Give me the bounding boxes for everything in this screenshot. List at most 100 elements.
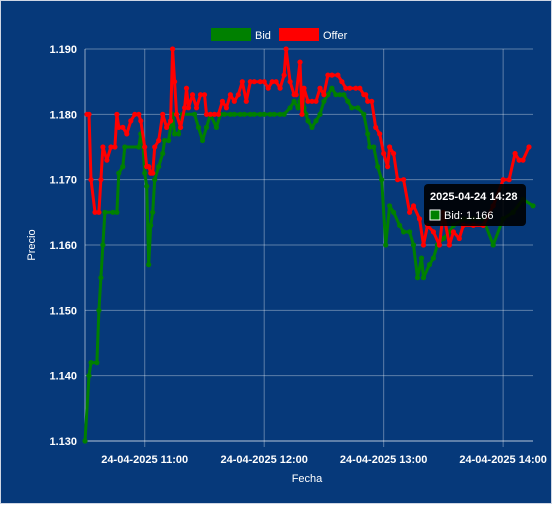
- data-point-offer[interactable]: [257, 79, 263, 85]
- data-point-offer[interactable]: [293, 92, 299, 98]
- data-point-bid[interactable]: [291, 98, 297, 104]
- data-point-offer[interactable]: [420, 242, 427, 248]
- legend-swatch-bid[interactable]: [211, 28, 251, 41]
- data-point-bid[interactable]: [367, 144, 373, 150]
- data-point-bid[interactable]: [191, 111, 198, 117]
- data-point-offer[interactable]: [182, 105, 188, 111]
- data-point-offer[interactable]: [146, 164, 152, 170]
- data-point-offer[interactable]: [100, 144, 106, 150]
- data-point-bid[interactable]: [410, 242, 417, 248]
- data-point-bid[interactable]: [277, 111, 283, 117]
- data-point-offer[interactable]: [211, 111, 217, 117]
- data-point-bid[interactable]: [303, 111, 309, 117]
- data-point-bid[interactable]: [317, 111, 323, 117]
- data-point-offer[interactable]: [313, 98, 319, 104]
- data-point-offer[interactable]: [516, 157, 522, 163]
- data-point-offer[interactable]: [309, 98, 315, 104]
- data-point-bid[interactable]: [440, 235, 446, 242]
- data-point-offer[interactable]: [265, 85, 271, 91]
- data-point-offer[interactable]: [178, 124, 184, 130]
- legend-swatch-offer[interactable]: [279, 28, 319, 41]
- data-point-bid[interactable]: [160, 150, 166, 157]
- data-point-bid[interactable]: [329, 85, 335, 91]
- data-point-offer[interactable]: [168, 118, 174, 124]
- data-point-bid[interactable]: [251, 111, 257, 117]
- data-point-bid[interactable]: [337, 92, 343, 98]
- data-point-offer[interactable]: [201, 92, 208, 98]
- data-point-bid[interactable]: [420, 275, 427, 281]
- data-point-offer[interactable]: [156, 137, 162, 144]
- data-point-bid[interactable]: [102, 209, 108, 215]
- data-point-bid[interactable]: [379, 177, 385, 183]
- data-point-offer[interactable]: [506, 177, 512, 183]
- data-point-offer[interactable]: [450, 229, 456, 235]
- data-point-bid[interactable]: [341, 92, 347, 98]
- data-point-offer[interactable]: [365, 98, 371, 104]
- data-point-offer[interactable]: [247, 79, 253, 85]
- data-point-offer[interactable]: [243, 98, 249, 104]
- data-point-offer[interactable]: [357, 85, 363, 91]
- data-point-bid[interactable]: [530, 203, 536, 209]
- data-point-bid[interactable]: [271, 111, 277, 117]
- data-point-bid[interactable]: [397, 222, 403, 228]
- data-point-offer[interactable]: [261, 79, 267, 85]
- data-point-bid[interactable]: [333, 92, 339, 98]
- data-point-bid[interactable]: [407, 229, 413, 235]
- data-point-offer[interactable]: [385, 164, 391, 170]
- data-point-offer[interactable]: [395, 177, 401, 183]
- data-point-offer[interactable]: [407, 209, 413, 215]
- data-point-bid[interactable]: [401, 229, 407, 235]
- data-point-bid[interactable]: [267, 111, 273, 117]
- data-point-bid[interactable]: [110, 209, 116, 215]
- data-point-offer[interactable]: [339, 79, 345, 85]
- legend-label-offer[interactable]: Offer: [323, 30, 348, 42]
- data-point-bid[interactable]: [144, 183, 150, 189]
- data-point-offer[interactable]: [235, 92, 241, 98]
- data-point-bid[interactable]: [414, 275, 421, 281]
- data-point-offer[interactable]: [387, 144, 393, 150]
- data-point-offer[interactable]: [150, 170, 156, 176]
- data-point-bid[interactable]: [88, 360, 94, 366]
- data-point-offer[interactable]: [321, 92, 327, 98]
- data-point-offer[interactable]: [317, 85, 323, 91]
- data-point-bid[interactable]: [94, 360, 100, 366]
- data-point-bid[interactable]: [375, 164, 381, 170]
- data-point-bid[interactable]: [120, 164, 126, 170]
- data-point-bid[interactable]: [391, 209, 397, 215]
- data-point-offer[interactable]: [203, 111, 210, 117]
- data-point-offer[interactable]: [526, 144, 532, 150]
- data-point-bid[interactable]: [195, 124, 202, 130]
- data-point-offer[interactable]: [189, 92, 196, 98]
- data-point-bid[interactable]: [321, 98, 327, 104]
- data-point-offer[interactable]: [273, 79, 279, 85]
- data-point-bid[interactable]: [309, 124, 315, 130]
- data-point-offer[interactable]: [172, 79, 178, 85]
- data-point-bid[interactable]: [241, 111, 247, 117]
- data-point-offer[interactable]: [299, 111, 305, 117]
- data-point-offer[interactable]: [301, 85, 307, 91]
- data-point-offer[interactable]: [416, 216, 423, 222]
- data-point-offer[interactable]: [325, 72, 331, 78]
- data-point-offer[interactable]: [104, 157, 110, 163]
- data-point-offer[interactable]: [142, 144, 148, 150]
- data-point-bid[interactable]: [203, 124, 210, 130]
- data-point-bid[interactable]: [281, 111, 287, 117]
- data-point-bid[interactable]: [116, 170, 122, 176]
- data-point-offer[interactable]: [377, 131, 383, 137]
- data-point-offer[interactable]: [132, 111, 138, 117]
- data-point-bid[interactable]: [152, 177, 158, 183]
- data-point-offer[interactable]: [98, 177, 104, 183]
- data-point-offer[interactable]: [277, 85, 283, 91]
- data-point-offer[interactable]: [305, 98, 311, 104]
- legend-label-bid[interactable]: Bid: [255, 30, 271, 42]
- data-point-offer[interactable]: [92, 209, 98, 215]
- data-point-offer[interactable]: [164, 124, 170, 130]
- data-point-offer[interactable]: [116, 124, 122, 130]
- data-point-offer[interactable]: [446, 242, 452, 248]
- data-point-offer[interactable]: [152, 144, 158, 150]
- data-point-offer[interactable]: [193, 105, 200, 111]
- data-point-offer[interactable]: [391, 150, 397, 157]
- data-point-bid[interactable]: [313, 118, 319, 124]
- data-point-offer[interactable]: [297, 59, 303, 65]
- data-point-offer[interactable]: [430, 229, 436, 235]
